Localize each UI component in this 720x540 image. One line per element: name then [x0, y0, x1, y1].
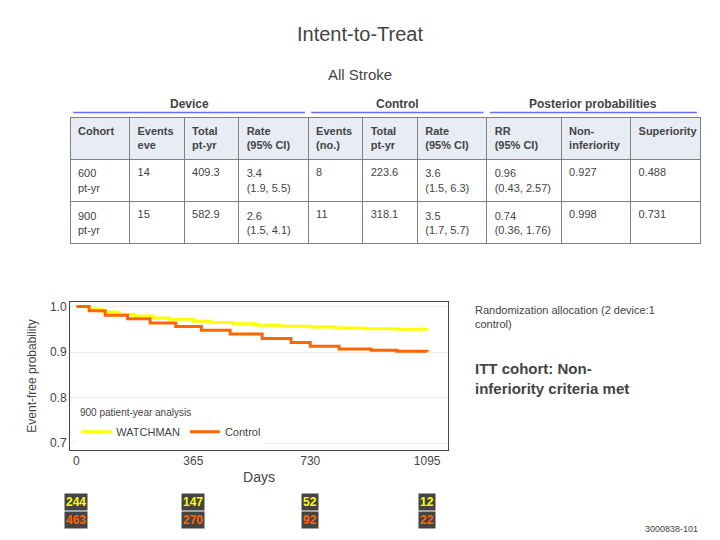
svg-text:Eventseve: Eventseve: [138, 125, 174, 151]
svg-text:600pt-yr: 600pt-yr: [78, 167, 100, 193]
svg-text:Control: Control: [225, 426, 260, 438]
svg-text:Days: Days: [243, 469, 275, 485]
svg-text:0.7: 0.7: [50, 436, 67, 450]
svg-text:463: 463: [66, 513, 86, 527]
svg-text:3000838-101: 3000838-101: [645, 524, 698, 534]
svg-text:0.927: 0.927: [569, 166, 597, 178]
svg-text:318.1: 318.1: [371, 208, 399, 220]
svg-text:Totalpt-yr: Totalpt-yr: [192, 125, 217, 151]
svg-text:RR(95% CI): RR(95% CI): [495, 125, 539, 151]
svg-text:Posterior probabilities: Posterior probabilities: [529, 97, 657, 111]
svg-text:Superiority: Superiority: [639, 125, 698, 137]
svg-text:365: 365: [183, 454, 203, 468]
svg-text:92: 92: [303, 513, 317, 527]
svg-text:270: 270: [183, 513, 203, 527]
svg-text:582.9: 582.9: [192, 208, 220, 220]
svg-text:All Stroke: All Stroke: [328, 66, 392, 83]
svg-text:0: 0: [73, 454, 80, 468]
svg-text:0.731: 0.731: [639, 208, 667, 220]
svg-text:Cohort: Cohort: [78, 125, 114, 137]
svg-text:Device: Device: [170, 97, 209, 111]
svg-text:900pt-yr: 900pt-yr: [78, 210, 100, 236]
svg-text:Non-inferiority: Non-inferiority: [569, 125, 621, 151]
svg-text:0.96(0.43, 2.57): 0.96(0.43, 2.57): [495, 167, 551, 193]
svg-text:15: 15: [138, 208, 150, 220]
svg-text:22: 22: [420, 513, 434, 527]
svg-text:ITT cohort: Non-inferiority cr: ITT cohort: Non-inferiority criteria met: [475, 360, 629, 397]
svg-text:0.488: 0.488: [639, 166, 667, 178]
svg-text:0.74(0.36, 1.76): 0.74(0.36, 1.76): [495, 210, 551, 236]
svg-text:3.4(1.9, 5.5): 3.4(1.9, 5.5): [247, 167, 291, 193]
svg-text:2.6(1.5, 4.1): 2.6(1.5, 4.1): [247, 210, 291, 236]
svg-text:Rate(95% CI): Rate(95% CI): [425, 125, 469, 151]
svg-text:3.6(1.5, 6.3): 3.6(1.5, 6.3): [425, 167, 469, 193]
svg-text:Control: Control: [376, 97, 419, 111]
svg-text:0.998: 0.998: [569, 208, 597, 220]
svg-text:147: 147: [183, 495, 203, 509]
svg-text:52: 52: [303, 495, 317, 509]
svg-text:Events(no.): Events(no.): [316, 125, 352, 151]
svg-text:0.9: 0.9: [50, 345, 67, 359]
svg-text:8: 8: [316, 166, 322, 178]
svg-text:Intent-to-Treat: Intent-to-Treat: [297, 23, 423, 45]
svg-text:12: 12: [420, 495, 434, 509]
svg-text:Totalpt-yr: Totalpt-yr: [371, 125, 396, 151]
svg-text:3.5(1.7, 5.7): 3.5(1.7, 5.7): [425, 210, 469, 236]
svg-text:223.6: 223.6: [371, 166, 399, 178]
svg-text:Rate(95% CI): Rate(95% CI): [247, 125, 291, 151]
svg-text:900 patient-year analysis: 900 patient-year analysis: [80, 407, 191, 418]
svg-text:409.3: 409.3: [192, 166, 220, 178]
svg-text:Event-free probability: Event-free probability: [25, 319, 39, 432]
svg-text:1095: 1095: [414, 454, 441, 468]
svg-text:WATCHMAN: WATCHMAN: [116, 426, 180, 438]
svg-text:0.8: 0.8: [50, 391, 67, 405]
svg-text:1.0: 1.0: [50, 300, 67, 314]
svg-text:11: 11: [316, 208, 327, 220]
svg-text:730: 730: [300, 454, 320, 468]
svg-text:Randomization allocation (2 de: Randomization allocation (2 device:1cont…: [475, 304, 655, 330]
svg-text:14: 14: [138, 166, 150, 178]
svg-text:244: 244: [66, 495, 86, 509]
